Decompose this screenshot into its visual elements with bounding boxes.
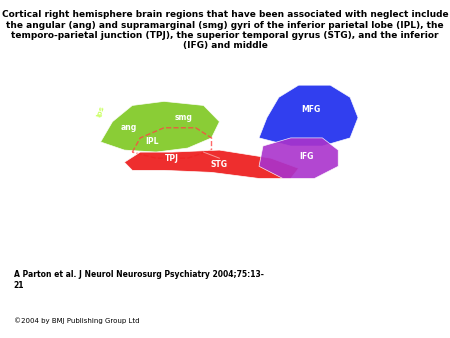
Text: ©2004 by BMJ Publishing Group Ltd: ©2004 by BMJ Publishing Group Ltd: [14, 318, 139, 324]
Polygon shape: [124, 150, 299, 178]
Polygon shape: [101, 101, 220, 152]
Polygon shape: [259, 138, 338, 178]
Text: ang: ang: [120, 123, 136, 132]
Text: IFG: IFG: [299, 152, 314, 161]
Text: STG: STG: [211, 160, 228, 169]
Text: smg: smg: [175, 113, 193, 122]
Polygon shape: [259, 85, 358, 146]
Text: MFG: MFG: [301, 105, 320, 114]
Text: ips: ips: [96, 105, 105, 118]
Text: TPJ: TPJ: [165, 154, 179, 163]
Text: Cortical right hemisphere brain regions that have been associated with neglect i: Cortical right hemisphere brain regions …: [2, 10, 448, 50]
Text: JNNP: JNNP: [360, 301, 414, 320]
Text: IPL: IPL: [145, 138, 159, 146]
Text: A Parton et al. J Neurol Neurosurg Psychiatry 2004;75:13-
21: A Parton et al. J Neurol Neurosurg Psych…: [14, 270, 263, 290]
